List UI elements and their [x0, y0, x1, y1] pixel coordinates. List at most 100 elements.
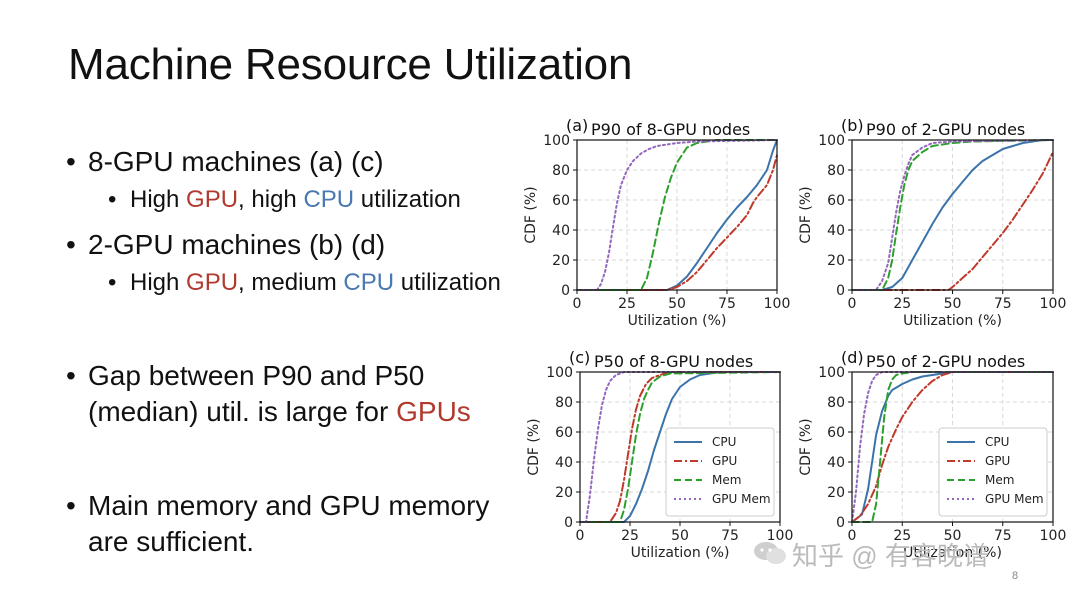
y-tick-label: 40 — [827, 223, 845, 239]
wechat-icon — [754, 542, 786, 564]
slide-title: Machine Resource Utilization — [68, 40, 633, 89]
y-tick-label: 0 — [836, 515, 845, 531]
cpu-highlight: CPU — [343, 269, 395, 296]
y-tick-label: 60 — [555, 425, 573, 441]
y-tick-label: 100 — [546, 365, 573, 381]
y-tick-label: 100 — [818, 365, 845, 381]
x-tick-label: 100 — [767, 528, 794, 544]
sub-bullet-8gpu: • High GPU, high CPU utilization — [108, 186, 461, 214]
series-line-gpumem — [576, 139, 778, 291]
cpu-highlight: CPU — [303, 186, 355, 213]
y-tick-label: 20 — [827, 485, 845, 501]
panel-letter: (d) — [841, 348, 864, 367]
y-tick-label: 60 — [827, 425, 845, 441]
x-tick-label: 50 — [944, 296, 962, 312]
series-line-gpu — [851, 371, 1054, 523]
text-part: High — [130, 269, 187, 296]
chart-panel-a: 0 25 50 75 100 0 20 40 60 80 100 Utilization (%) CDF… — [523, 116, 790, 329]
watermark-text: 知乎 @ 有客晚谱 — [792, 541, 989, 571]
text-part: utilization — [394, 269, 501, 296]
x-tick-label: 75 — [721, 528, 739, 544]
series-line-gpumem — [851, 139, 1054, 291]
y-tick-label: 60 — [827, 193, 845, 209]
gpus-highlight: GPUs — [396, 396, 471, 427]
y-axis-label: CDF (%) — [526, 418, 542, 475]
page-number: 8 — [1012, 570, 1019, 582]
panel-letter: (c) — [569, 348, 590, 367]
series-line-mem — [851, 139, 1054, 291]
bullet-2gpu: • 2-GPU machines (b) (d) — [66, 227, 385, 263]
series-line-cpu — [851, 139, 1054, 291]
bullet-dot: • — [66, 360, 76, 391]
series-line-gpu — [579, 371, 781, 523]
y-tick-label: 100 — [543, 133, 570, 149]
legend-label: Mem — [985, 473, 1014, 487]
legend-label: CPU — [712, 435, 736, 449]
y-axis-label: CDF (%) — [798, 186, 814, 243]
y-tick-label: 20 — [827, 253, 845, 269]
y-tick-label: 80 — [827, 395, 845, 411]
y-tick-label: 0 — [561, 283, 570, 299]
bullet-dot: • — [66, 146, 76, 177]
text-part: utilization — [354, 186, 461, 213]
sub-bullet-2gpu: • High GPU, medium CPU utilization — [108, 269, 501, 297]
x-tick-label: 50 — [668, 296, 686, 312]
text-part: , medium — [238, 269, 344, 296]
text-part: , high — [238, 186, 304, 213]
gpu-highlight: GPU — [186, 269, 239, 296]
series-line-mem — [576, 139, 778, 291]
y-tick-label: 40 — [555, 455, 573, 471]
x-tick-label: 0 — [576, 528, 585, 544]
series-line-mem — [579, 371, 781, 523]
y-tick-label: 0 — [836, 283, 845, 299]
bullet-8gpu: • 8-GPU machines (a) (c) — [66, 144, 384, 180]
x-axis-label: Utilization (%) — [631, 545, 730, 561]
series-line-gpumem — [579, 371, 781, 523]
panel-title: P50 of 2-GPU nodes — [866, 352, 1025, 371]
y-tick-label: 60 — [552, 193, 570, 209]
x-tick-label: 0 — [573, 296, 582, 312]
panel-title: P90 of 8-GPU nodes — [591, 120, 750, 139]
panel-letter: (b) — [841, 116, 864, 135]
x-tick-label: 100 — [1040, 296, 1067, 312]
panel-title: P90 of 2-GPU nodes — [866, 120, 1025, 139]
panel-title: P50 of 8-GPU nodes — [594, 352, 753, 371]
y-tick-label: 80 — [552, 163, 570, 179]
gpu-highlight: GPU — [186, 186, 239, 213]
text-part: High — [130, 186, 187, 213]
legend-label: GPU Mem — [985, 492, 1044, 506]
x-tick-label: 50 — [671, 528, 689, 544]
chart-panel-d: 0 25 50 75 100 0 20 40 60 80 100 Utilization (%) CDF… — [798, 348, 1066, 561]
bullet-memory: • Main memory and GPU memory are suffici… — [66, 488, 516, 560]
legend-label: GPU — [712, 454, 737, 468]
x-axis-label: Utilization (%) — [903, 545, 1002, 561]
x-tick-label: 75 — [994, 296, 1012, 312]
legend-box — [665, 427, 775, 517]
bullet-2gpu-text: 2-GPU machines (b) (d) — [88, 229, 386, 260]
bullet-memory-text: Main memory and GPU memory are sufficien… — [88, 490, 490, 557]
series-line-gpu — [576, 154, 778, 291]
y-tick-label: 0 — [564, 515, 573, 531]
x-tick-label: 25 — [893, 528, 911, 544]
y-tick-label: 80 — [555, 395, 573, 411]
x-tick-label: 100 — [1040, 528, 1067, 544]
x-tick-label: 25 — [893, 296, 911, 312]
bullet-dot: • — [108, 186, 117, 213]
bullet-dot: • — [66, 229, 76, 260]
series-line-cpu — [579, 371, 781, 523]
bullet-dot: • — [66, 490, 76, 521]
y-tick-label: 100 — [818, 133, 845, 149]
bullet-gap-text: Gap between P90 and P50 (median) util. i… — [88, 358, 516, 430]
y-tick-label: 40 — [827, 455, 845, 471]
bullet-gap: • Gap between P90 and P50 (median) util.… — [66, 358, 516, 430]
y-tick-label: 20 — [555, 485, 573, 501]
y-axis-label: CDF (%) — [523, 186, 539, 243]
y-tick-label: 40 — [552, 223, 570, 239]
legend-label: GPU Mem — [712, 492, 771, 506]
bullet-8gpu-text: 8-GPU machines (a) (c) — [88, 146, 384, 177]
legend-label: Mem — [712, 473, 741, 487]
series-line-cpu — [576, 139, 778, 291]
x-tick-label: 25 — [618, 296, 636, 312]
chart-panel-c: 0 25 50 75 100 0 20 40 60 80 100 Utilization (%) CDF… — [526, 348, 793, 561]
